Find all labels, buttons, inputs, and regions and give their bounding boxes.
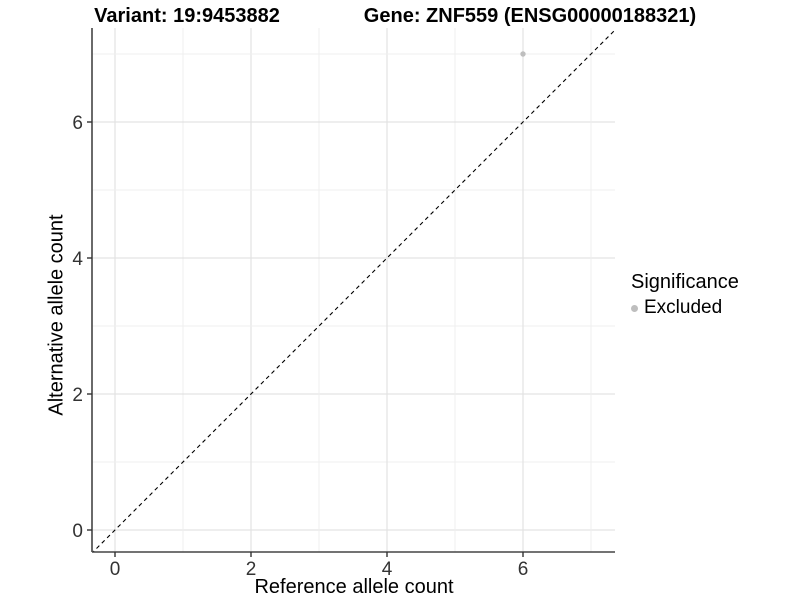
plot-title-gene: Gene: ZNF559 (ENSG00000188321) <box>363 5 697 27</box>
legend-item-excluded: Excluded <box>631 297 739 319</box>
x-tick-label: 4 <box>382 559 393 580</box>
legend: Significance Excluded <box>631 271 739 319</box>
y-tick-label: 6 <box>72 113 83 134</box>
legend-item-label: Excluded <box>644 297 723 318</box>
legend-title: Significance <box>631 271 739 293</box>
x-tick-label: 6 <box>518 559 529 580</box>
y-axis-title: Alternative allele count <box>45 214 68 416</box>
x-tick-label: 2 <box>246 559 257 580</box>
excluded-point-icon <box>631 304 638 312</box>
data-point <box>520 51 526 57</box>
y-tick-label: 0 <box>72 521 83 542</box>
plot-title-variant: Variant: 19:9453882 <box>94 5 280 27</box>
x-tick-label: 0 <box>110 559 121 580</box>
y-tick-label: 2 <box>72 385 83 406</box>
identity-dashed-line <box>92 29 615 552</box>
y-tick-label: 4 <box>72 249 83 270</box>
x-axis-title: Reference allele count <box>254 576 454 598</box>
